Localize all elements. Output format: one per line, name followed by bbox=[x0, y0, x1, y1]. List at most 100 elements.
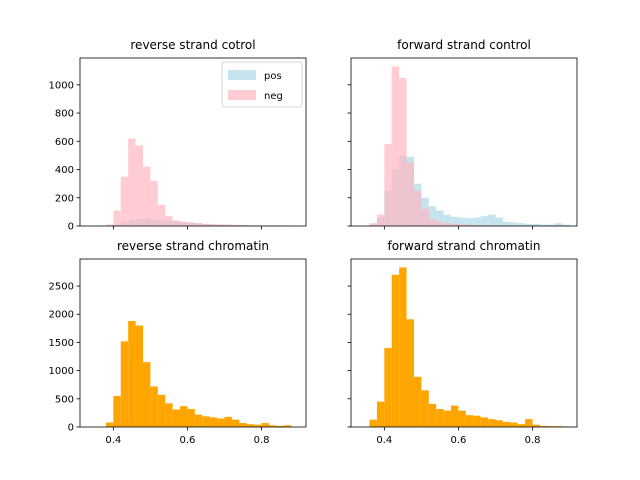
histogram-bar bbox=[187, 408, 195, 427]
panel-forward-strand-chromatin: 0.4 0.6 0.8 forward strand chromatin bbox=[347, 239, 578, 446]
histogram-bar bbox=[239, 423, 247, 427]
histogram-bar-neg bbox=[369, 223, 377, 226]
histogram-bar-pos bbox=[554, 223, 563, 226]
histogram-bar-neg bbox=[391, 66, 400, 227]
histogram-bar bbox=[194, 414, 203, 427]
axes-frame bbox=[350, 258, 578, 428]
panel-reverse-strand-chromatin: 0 500 1000 1500 2000 2500 0.4 0.6 0.8 reverse st… bbox=[49, 239, 307, 446]
histogram-bar-pos bbox=[451, 216, 459, 226]
histogram-bar bbox=[547, 426, 555, 427]
y-tick-label: 500 bbox=[55, 394, 74, 405]
histogram-bar bbox=[391, 274, 400, 427]
histogram-bar bbox=[517, 424, 526, 427]
histogram-bar-neg bbox=[384, 144, 392, 226]
histogram-bar-neg bbox=[224, 224, 232, 226]
histogram-bar-neg bbox=[376, 214, 385, 226]
y-tick-label: 0 bbox=[68, 222, 74, 233]
histogram-bar bbox=[254, 424, 262, 427]
histogram-bar bbox=[406, 319, 414, 427]
y-tick-label: 1000 bbox=[49, 366, 74, 377]
histogram-bar bbox=[276, 425, 284, 427]
histogram-bar-neg bbox=[187, 222, 195, 226]
histogram-bar bbox=[135, 325, 143, 427]
histogram-bar bbox=[413, 376, 422, 427]
axes-frame bbox=[79, 57, 307, 227]
histogram-bar-pos bbox=[562, 224, 570, 226]
histogram-bar bbox=[525, 419, 533, 427]
histogram-bar bbox=[142, 362, 151, 427]
panel-title: forward strand control bbox=[397, 38, 531, 52]
histogram-bar-pos bbox=[539, 224, 548, 226]
histogram-bar bbox=[231, 419, 240, 427]
y-tick-label: 1500 bbox=[49, 338, 74, 349]
histogram-bar bbox=[532, 424, 540, 427]
histogram-bar bbox=[495, 420, 503, 427]
histogram-bar bbox=[443, 410, 452, 427]
y-tick-label: 0 bbox=[68, 423, 74, 434]
histogram-bar bbox=[113, 395, 121, 427]
x-tick-label: 0.8 bbox=[525, 435, 541, 446]
panel-title: reverse strand cotrol bbox=[130, 38, 255, 52]
y-tick-label: 2500 bbox=[49, 282, 74, 293]
histogram-bar bbox=[465, 415, 474, 427]
histogram-bar-neg bbox=[150, 180, 158, 226]
panel-title: reverse strand chromatin bbox=[117, 239, 269, 253]
histogram-bar-neg bbox=[428, 218, 437, 226]
histogram-bar-neg bbox=[458, 224, 466, 226]
histogram-bar-neg bbox=[231, 224, 240, 226]
histogram-bar-neg bbox=[180, 221, 188, 226]
panel-reverse-strand-control: 0 200 400 600 800 1000 pos neg reverse strand c… bbox=[49, 38, 307, 233]
x-tick-label: 0.4 bbox=[105, 435, 121, 446]
legend-box bbox=[221, 61, 303, 108]
histogram-bar-pos bbox=[465, 218, 474, 226]
histogram-bar bbox=[209, 417, 218, 427]
histogram-bar-neg bbox=[157, 204, 166, 226]
histogram-bar bbox=[283, 425, 292, 427]
panel-title: forward strand chromatin bbox=[387, 239, 540, 253]
legend-swatch-pos bbox=[228, 70, 256, 80]
x-tick-label: 0.8 bbox=[254, 435, 270, 446]
histogram-bar-neg bbox=[165, 216, 173, 226]
histogram-bar-pos bbox=[458, 217, 466, 226]
histogram-bar-neg bbox=[451, 223, 459, 226]
histogram-bar-neg bbox=[421, 209, 429, 226]
histogram-bar bbox=[150, 386, 158, 427]
histogram-bar bbox=[369, 419, 377, 427]
histogram-bar-neg bbox=[120, 176, 129, 226]
histogram-bar bbox=[554, 426, 563, 427]
histogram-bar-neg bbox=[113, 210, 121, 226]
histogram-bar-pos bbox=[436, 210, 444, 226]
y-tick-label: 800 bbox=[55, 109, 74, 120]
histogram-bar-pos bbox=[517, 223, 526, 226]
histogram-bar bbox=[180, 406, 188, 427]
histogram-bar-pos bbox=[428, 206, 437, 226]
histogram-bar-neg bbox=[413, 190, 422, 226]
histogram-bar-pos bbox=[480, 216, 489, 226]
histogram-bar bbox=[458, 410, 466, 427]
histogram-bar bbox=[473, 415, 481, 427]
histogram-bar-pos bbox=[443, 214, 452, 226]
histogram-bar-pos bbox=[532, 223, 540, 226]
histogram-bar-pos bbox=[488, 214, 496, 226]
histogram-bar-neg bbox=[209, 224, 218, 226]
histogram-bar bbox=[268, 425, 277, 427]
x-tick-label: 0.4 bbox=[376, 435, 392, 446]
histogram-bar-neg bbox=[202, 223, 210, 226]
histogram-bar bbox=[510, 422, 518, 427]
histogram-bar-neg bbox=[142, 166, 151, 226]
histogram-bar bbox=[376, 401, 385, 427]
histogram-bar-pos bbox=[510, 222, 518, 226]
histogram-bar-neg bbox=[465, 224, 474, 226]
histogram-bar bbox=[428, 403, 437, 427]
axes-frame bbox=[350, 57, 578, 227]
histogram-bar-neg bbox=[135, 145, 143, 226]
histogram-bar bbox=[399, 267, 407, 427]
histogram-bar bbox=[246, 424, 255, 427]
histogram-bar-neg bbox=[239, 225, 247, 226]
y-tick-label: 400 bbox=[55, 165, 74, 176]
y-tick-label: 600 bbox=[55, 137, 74, 148]
histogram-bar bbox=[488, 419, 496, 427]
histogram-bar-pos bbox=[547, 224, 555, 226]
histogram-bar bbox=[261, 423, 269, 427]
